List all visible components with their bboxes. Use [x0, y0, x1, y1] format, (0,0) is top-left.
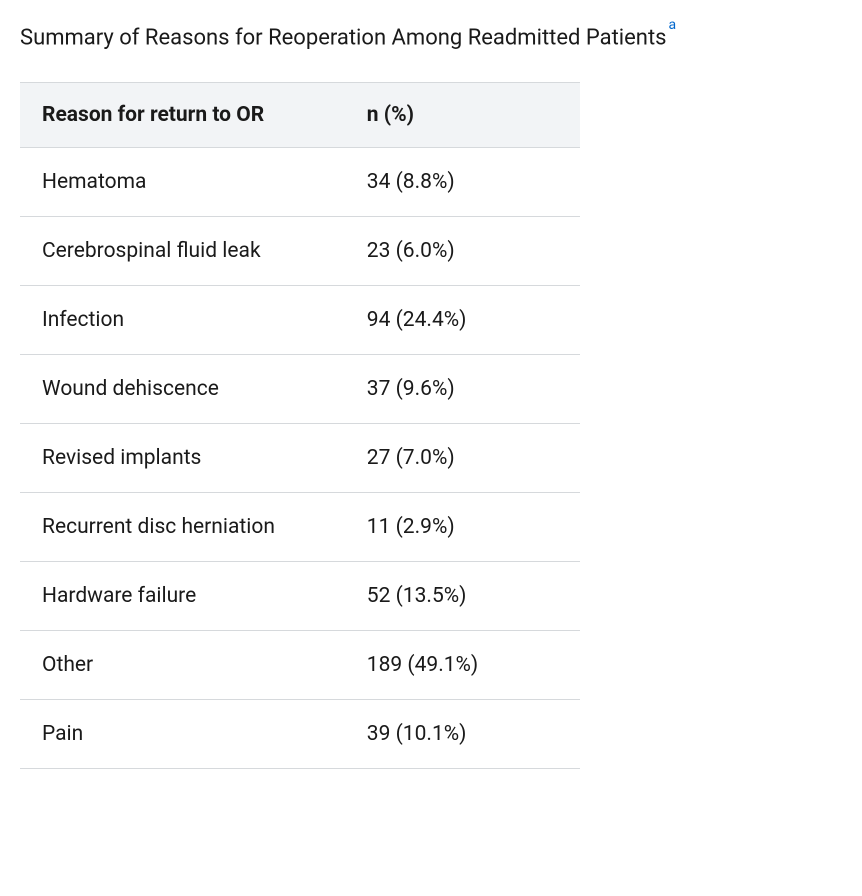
- cell-value: 94 (24.4%): [345, 286, 580, 355]
- title-text: Summary of Reasons for Reoperation Among…: [20, 25, 667, 50]
- cell-reason: Cerebrospinal fluid leak: [20, 217, 345, 286]
- cell-reason: Hardware failure: [20, 562, 345, 631]
- cell-value: 39 (10.1%): [345, 700, 580, 769]
- cell-value: 37 (9.6%): [345, 355, 580, 424]
- table-row: Other189 (49.1%): [20, 631, 580, 700]
- table-title: Summary of Reasons for Reoperation Among…: [20, 16, 842, 54]
- col-header-reason: Reason for return to OR: [20, 83, 345, 148]
- cell-value: 34 (8.8%): [345, 148, 580, 217]
- cell-value: 189 (49.1%): [345, 631, 580, 700]
- cell-reason: Pain: [20, 700, 345, 769]
- table-row: Wound dehiscence37 (9.6%): [20, 355, 580, 424]
- table-row: Hardware failure52 (13.5%): [20, 562, 580, 631]
- table-row: Pain39 (10.1%): [20, 700, 580, 769]
- table-row: Revised implants27 (7.0%): [20, 424, 580, 493]
- cell-value: 52 (13.5%): [345, 562, 580, 631]
- table-row: Cerebrospinal fluid leak23 (6.0%): [20, 217, 580, 286]
- cell-value: 27 (7.0%): [345, 424, 580, 493]
- col-header-value: n (%): [345, 83, 580, 148]
- reoperation-table: Reason for return to OR n (%) Hematoma34…: [20, 82, 580, 769]
- cell-reason: Other: [20, 631, 345, 700]
- footnote-link[interactable]: a: [669, 17, 677, 33]
- table-row: Recurrent disc herniation11 (2.9%): [20, 493, 580, 562]
- table-header-row: Reason for return to OR n (%): [20, 83, 580, 148]
- cell-reason: Recurrent disc herniation: [20, 493, 345, 562]
- table-row: Hematoma34 (8.8%): [20, 148, 580, 217]
- table-row: Infection94 (24.4%): [20, 286, 580, 355]
- cell-value: 23 (6.0%): [345, 217, 580, 286]
- cell-value: 11 (2.9%): [345, 493, 580, 562]
- cell-reason: Wound dehiscence: [20, 355, 345, 424]
- cell-reason: Revised implants: [20, 424, 345, 493]
- cell-reason: Hematoma: [20, 148, 345, 217]
- cell-reason: Infection: [20, 286, 345, 355]
